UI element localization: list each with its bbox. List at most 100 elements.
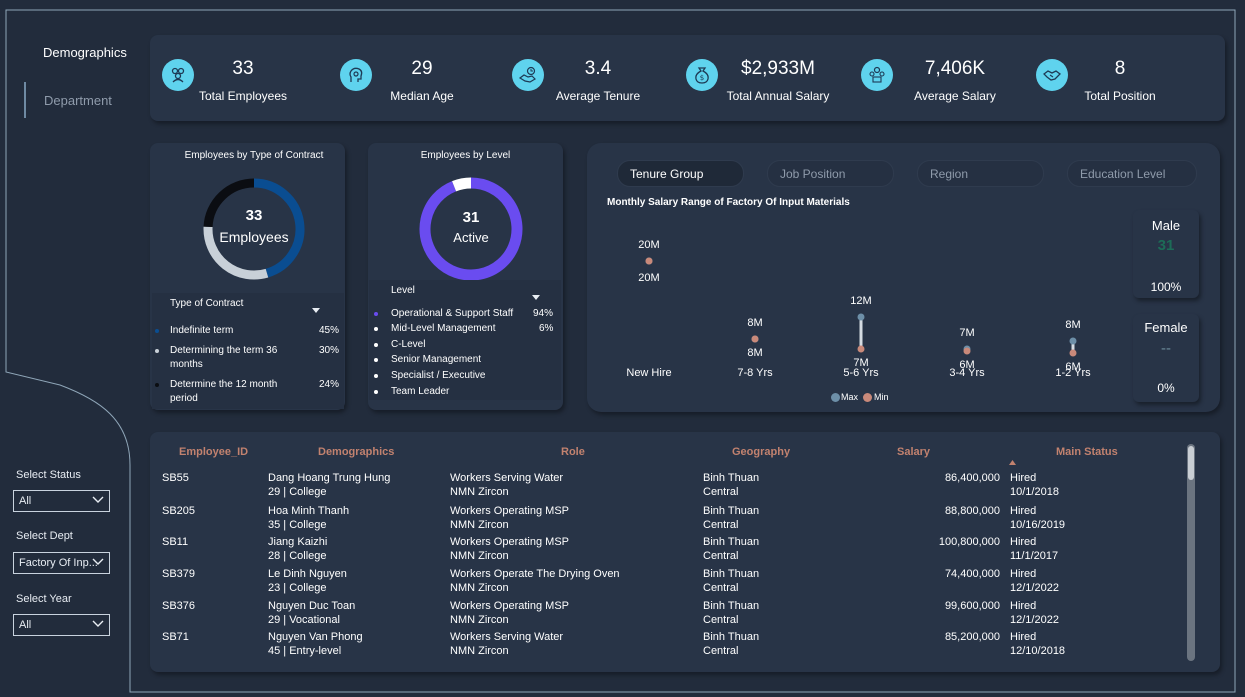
scrollbar-track[interactable] bbox=[1187, 444, 1195, 661]
employee-demographics: 28 | College bbox=[268, 550, 327, 562]
sort-down-icon[interactable] bbox=[312, 308, 320, 314]
min-point[interactable] bbox=[751, 335, 759, 343]
max-point[interactable] bbox=[857, 313, 865, 321]
donut-slice[interactable] bbox=[452, 177, 472, 192]
min-point[interactable] bbox=[857, 345, 865, 353]
kpi-average-salary: 7,406K Average Salary bbox=[855, 35, 1030, 121]
max-data-label: 20M bbox=[638, 239, 659, 251]
status-filter-dropdown[interactable]: All bbox=[13, 490, 110, 512]
contract-donut-center-value: 33 bbox=[245, 207, 263, 224]
employee-demographics: 23 | College bbox=[268, 582, 327, 594]
contract-legend-header: Type of Contract bbox=[170, 298, 244, 309]
employee-id: SB55 bbox=[162, 472, 189, 484]
tab-education-level[interactable]: Education Level bbox=[1067, 160, 1197, 187]
employee-status: Hired bbox=[1010, 472, 1037, 484]
max-data-label: 8M bbox=[747, 317, 762, 329]
donut-slice[interactable] bbox=[419, 177, 523, 281]
nav-department[interactable]: Department bbox=[44, 93, 112, 108]
donut-slice[interactable] bbox=[203, 226, 269, 280]
donut-slice[interactable] bbox=[253, 178, 305, 278]
table-row[interactable]: SB55 Dang Hoang Trung Hung 29 | College Wor… bbox=[150, 471, 1180, 501]
donut-slice[interactable] bbox=[203, 178, 255, 228]
column-header-role[interactable]: Role bbox=[561, 446, 585, 458]
contract-item-label: Indefinite term bbox=[170, 325, 234, 336]
min-point[interactable] bbox=[1069, 349, 1077, 357]
column-header-main-status[interactable]: Main Status bbox=[1056, 446, 1118, 458]
legend-dot bbox=[374, 343, 378, 347]
category-label: 3-4 Yrs bbox=[949, 367, 985, 379]
dept-filter-label: Select Dept bbox=[16, 530, 73, 542]
employee-province: Binh Thuan bbox=[703, 631, 760, 643]
employee-id: SB205 bbox=[162, 505, 196, 517]
max-point[interactable] bbox=[1069, 337, 1077, 345]
head-gear-icon bbox=[340, 59, 372, 91]
min-point[interactable] bbox=[645, 257, 653, 265]
employee-hire-date: 11/1/2017 bbox=[1010, 550, 1059, 562]
contract-legend: Type of Contract Indefinite term 45% Det… bbox=[152, 293, 344, 409]
table-row[interactable]: SB71 Nguyen Van Phong 45 | Entry-level Work… bbox=[150, 630, 1180, 660]
level-chart-title: Employees by Level bbox=[420, 150, 511, 161]
kpi-label: Total Employees bbox=[198, 89, 288, 103]
legend-dot bbox=[374, 358, 378, 362]
year-filter-value: All bbox=[19, 619, 32, 631]
handshake-clock-icon bbox=[512, 59, 544, 91]
scrollbar-thumb[interactable] bbox=[1188, 446, 1194, 480]
level-legend: Level Operational & Support Staff 94% Mi… bbox=[369, 280, 561, 400]
kpi-average-tenure: 3.4 Average Tenure bbox=[505, 35, 680, 121]
money-bag-icon: $ bbox=[686, 59, 718, 91]
employee-province: Binh Thuan bbox=[703, 600, 760, 612]
people-group-icon bbox=[162, 59, 194, 91]
employee-role: Workers Serving Water bbox=[450, 631, 564, 643]
legend-dot bbox=[155, 349, 159, 353]
table-row[interactable]: SB11 Jiang Kaizhi 28 | College Workers Oper… bbox=[150, 535, 1180, 565]
female-title: Female bbox=[1144, 320, 1188, 335]
min-data-label: 6M bbox=[1065, 361, 1080, 373]
min-data-label: 20M bbox=[638, 272, 659, 284]
tab-tenure-group[interactable]: Tenure Group bbox=[617, 160, 744, 187]
kpi-value: $2,933M bbox=[741, 58, 815, 79]
column-header-salary[interactable]: Salary bbox=[897, 446, 931, 458]
employee-region: Central bbox=[703, 486, 739, 498]
employee-province: Binh Thuan bbox=[703, 505, 760, 517]
dept-filter-dropdown[interactable]: Factory Of Inp... bbox=[13, 552, 110, 574]
sort-down-icon[interactable] bbox=[532, 295, 540, 301]
employee-hire-date: 10/16/2019 bbox=[1010, 519, 1066, 531]
employee-role: Workers Operating MSP bbox=[450, 505, 570, 517]
kpi-label: Average Salary bbox=[914, 89, 996, 103]
employee-demographics: 35 | College bbox=[268, 519, 327, 531]
sort-up-icon[interactable] bbox=[1009, 460, 1016, 465]
status-filter-label: Select Status bbox=[16, 469, 81, 481]
kpi-label: Median Age bbox=[390, 89, 454, 103]
kpi-total-annual-salary: $ $2,933M Total Annual Salary bbox=[680, 35, 855, 121]
min-point[interactable] bbox=[963, 347, 971, 355]
employee-hire-date: 12/1/2022 bbox=[1010, 582, 1059, 594]
kpi-value: 33 bbox=[232, 58, 254, 79]
column-header-geography[interactable]: Geography bbox=[732, 446, 791, 458]
table-row[interactable]: SB205 Hoa Minh Thanh 35 | College Workers O… bbox=[150, 504, 1180, 534]
column-header-employee-id[interactable]: Employee_ID bbox=[179, 446, 249, 458]
level-item-pct: 94% bbox=[533, 308, 554, 319]
table-row[interactable]: SB379 Le Dinh Nguyen 23 | College Workers O… bbox=[150, 567, 1180, 597]
employee-salary: 100,800,000 bbox=[938, 536, 1000, 548]
table-row[interactable]: SB376 Nguyen Duc Toan 29 | Vocational Worke… bbox=[150, 599, 1180, 629]
kpi-value: 7,406K bbox=[924, 58, 986, 79]
column-header-demographics[interactable]: Demographics bbox=[318, 446, 395, 458]
contract-chart-title: Employees by Type of Contract bbox=[184, 150, 324, 161]
employee-province: Binh Thuan bbox=[703, 472, 760, 484]
dept-filter-value: Factory Of Inp... bbox=[19, 557, 98, 569]
male-title: Male bbox=[1151, 218, 1181, 233]
nav-demographics[interactable]: Demographics bbox=[43, 45, 127, 60]
year-filter-dropdown[interactable]: All bbox=[13, 614, 110, 636]
range-legend: Max Min bbox=[831, 392, 891, 404]
min-data-label: 7M bbox=[853, 357, 868, 369]
employee-name: Dang Hoang Trung Hung bbox=[268, 472, 391, 484]
tab-region[interactable]: Region bbox=[917, 160, 1044, 187]
employee-region: Central bbox=[703, 614, 739, 626]
employee-name: Nguyen Duc Toan bbox=[268, 600, 356, 612]
male-count: 31 bbox=[1157, 237, 1175, 254]
contract-donut-card: Employees by Type of Contract 33 Employe… bbox=[150, 143, 345, 410]
kpi-label: Total Position bbox=[1084, 89, 1156, 103]
tab-job-position[interactable]: Job Position bbox=[767, 160, 894, 187]
level-donut-center-label: Active bbox=[453, 230, 489, 245]
employee-region: Central bbox=[703, 519, 739, 531]
